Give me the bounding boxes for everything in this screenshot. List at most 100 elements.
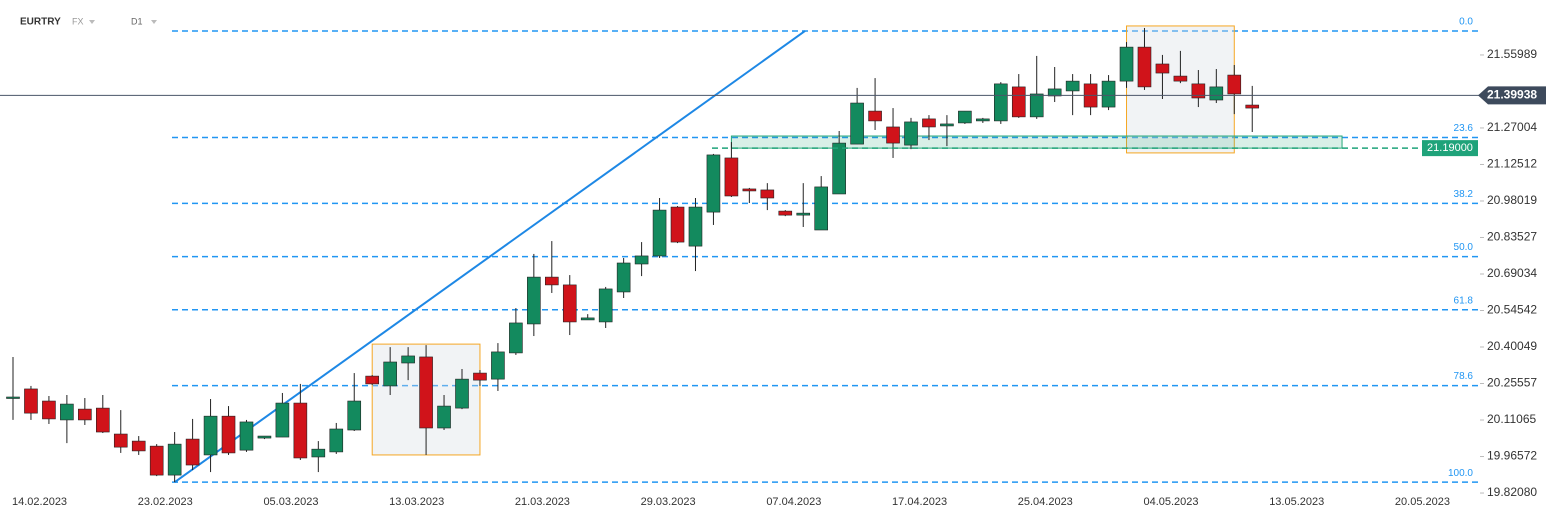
x-tick-label: 20.05.2023 <box>1395 496 1450 508</box>
y-tick-label: 21.27004 <box>1487 120 1537 134</box>
candle-body <box>329 428 344 453</box>
candle-body <box>940 123 954 127</box>
y-tick-label: 20.98019 <box>1487 193 1537 207</box>
candle-body <box>814 186 829 231</box>
candle-body <box>257 435 272 439</box>
fib-label: 100.0 <box>1448 468 1473 479</box>
candle-body <box>1047 88 1062 97</box>
candle-body <box>131 440 146 452</box>
candle-body <box>616 262 631 293</box>
x-tick-label: 29.03.2023 <box>641 496 696 508</box>
candle-body <box>832 142 846 195</box>
y-tick-label: 19.96572 <box>1487 449 1537 463</box>
candle-body <box>976 118 990 122</box>
candle-body <box>6 396 20 399</box>
y-tick-label: 20.69034 <box>1487 266 1537 280</box>
candle-body <box>1029 93 1044 118</box>
x-tick-label: 25.04.2023 <box>1018 496 1073 508</box>
candle-body <box>185 438 200 466</box>
fib-label: 0.0 <box>1459 17 1473 28</box>
candle-body <box>365 375 380 385</box>
fib-label: 78.6 <box>1454 371 1474 382</box>
x-tick-label: 13.05.2023 <box>1269 496 1324 508</box>
candle-body <box>1209 86 1224 101</box>
candle-body <box>401 355 415 364</box>
y-tick-label: 20.25557 <box>1487 376 1537 390</box>
y-tick-label: 21.55989 <box>1487 47 1537 61</box>
x-tick-label: 04.05.2023 <box>1143 496 1198 508</box>
x-tick-label: 14.02.2023 <box>12 496 67 508</box>
candle-body <box>527 276 541 325</box>
candle-body <box>688 206 703 247</box>
candle-body <box>1011 86 1026 118</box>
candle-body <box>24 388 38 414</box>
interval[interactable]: D1 <box>131 16 143 26</box>
y-tick-label: 20.83527 <box>1487 230 1537 244</box>
plot: 0.0 23.6 38.2 50.0 61.8 78.6 100.0 14.02.2023 23… <box>0 17 1546 508</box>
candle-body <box>113 433 128 448</box>
fib-label: 61.8 <box>1454 295 1474 306</box>
candle-body <box>42 400 56 420</box>
candle-body <box>1155 63 1170 74</box>
candle-body <box>491 351 505 380</box>
candle-body <box>383 361 397 387</box>
candle-body <box>742 188 757 192</box>
candle-body <box>221 415 236 454</box>
candle-body <box>311 448 326 458</box>
candle-body <box>78 408 92 421</box>
candle-body <box>455 378 469 409</box>
candle-body <box>993 83 1008 122</box>
candle-body <box>167 443 182 476</box>
x-tick-label: 05.03.2023 <box>263 496 318 508</box>
candle-body <box>347 400 362 431</box>
candle-body <box>60 403 74 421</box>
x-tick-label: 13.03.2023 <box>389 496 444 508</box>
candle-body <box>1191 83 1206 99</box>
candle-body <box>544 276 559 286</box>
candle-body <box>652 209 667 257</box>
candle-body <box>275 402 290 438</box>
candle-body <box>868 110 882 122</box>
candle-body <box>149 445 164 476</box>
candle-body <box>1245 104 1260 109</box>
candle-body <box>509 322 523 354</box>
candle-body <box>239 421 254 451</box>
candle-body <box>796 212 811 216</box>
x-tick-label: 17.04.2023 <box>892 496 947 508</box>
candle-body <box>760 189 775 199</box>
candle-body <box>778 210 793 216</box>
y-tick-label: 21.12512 <box>1487 157 1537 171</box>
x-tick-label: 23.02.2023 <box>138 496 193 508</box>
candle-body <box>473 372 487 381</box>
price-label: 21.39938 <box>1487 88 1537 102</box>
price-tag <box>1478 86 1546 105</box>
candle-body <box>1065 80 1080 92</box>
dropdown-arrow[interactable] <box>151 20 157 24</box>
symbol[interactable]: EURTRY <box>20 17 61 28</box>
candle-body <box>293 402 308 459</box>
y-tick-label: 20.40049 <box>1487 339 1537 353</box>
candle-body <box>598 288 613 323</box>
candle-body <box>1137 46 1152 88</box>
candle-body <box>904 121 918 146</box>
candle-body <box>634 255 649 265</box>
y-tick-label: 20.11065 <box>1487 412 1536 426</box>
y-tick-label: 20.54542 <box>1487 303 1537 317</box>
support-zone <box>730 135 1343 149</box>
candle-body <box>1227 74 1242 95</box>
candle-body <box>96 407 110 433</box>
fib-label: 23.6 <box>1454 123 1474 134</box>
x-tick-label: 21.03.2023 <box>515 496 570 508</box>
candle-body <box>562 284 577 323</box>
support-tag <box>1422 140 1478 157</box>
candle-body <box>1101 80 1116 108</box>
candle-body <box>203 415 218 456</box>
market[interactable]: FX <box>72 16 84 26</box>
candle-body <box>886 126 900 144</box>
dropdown-arrow[interactable] <box>89 20 95 24</box>
candle-body <box>1173 75 1188 82</box>
fib-label: 50.0 <box>1454 242 1474 253</box>
y-tick-label: 19.82080 <box>1487 485 1537 499</box>
